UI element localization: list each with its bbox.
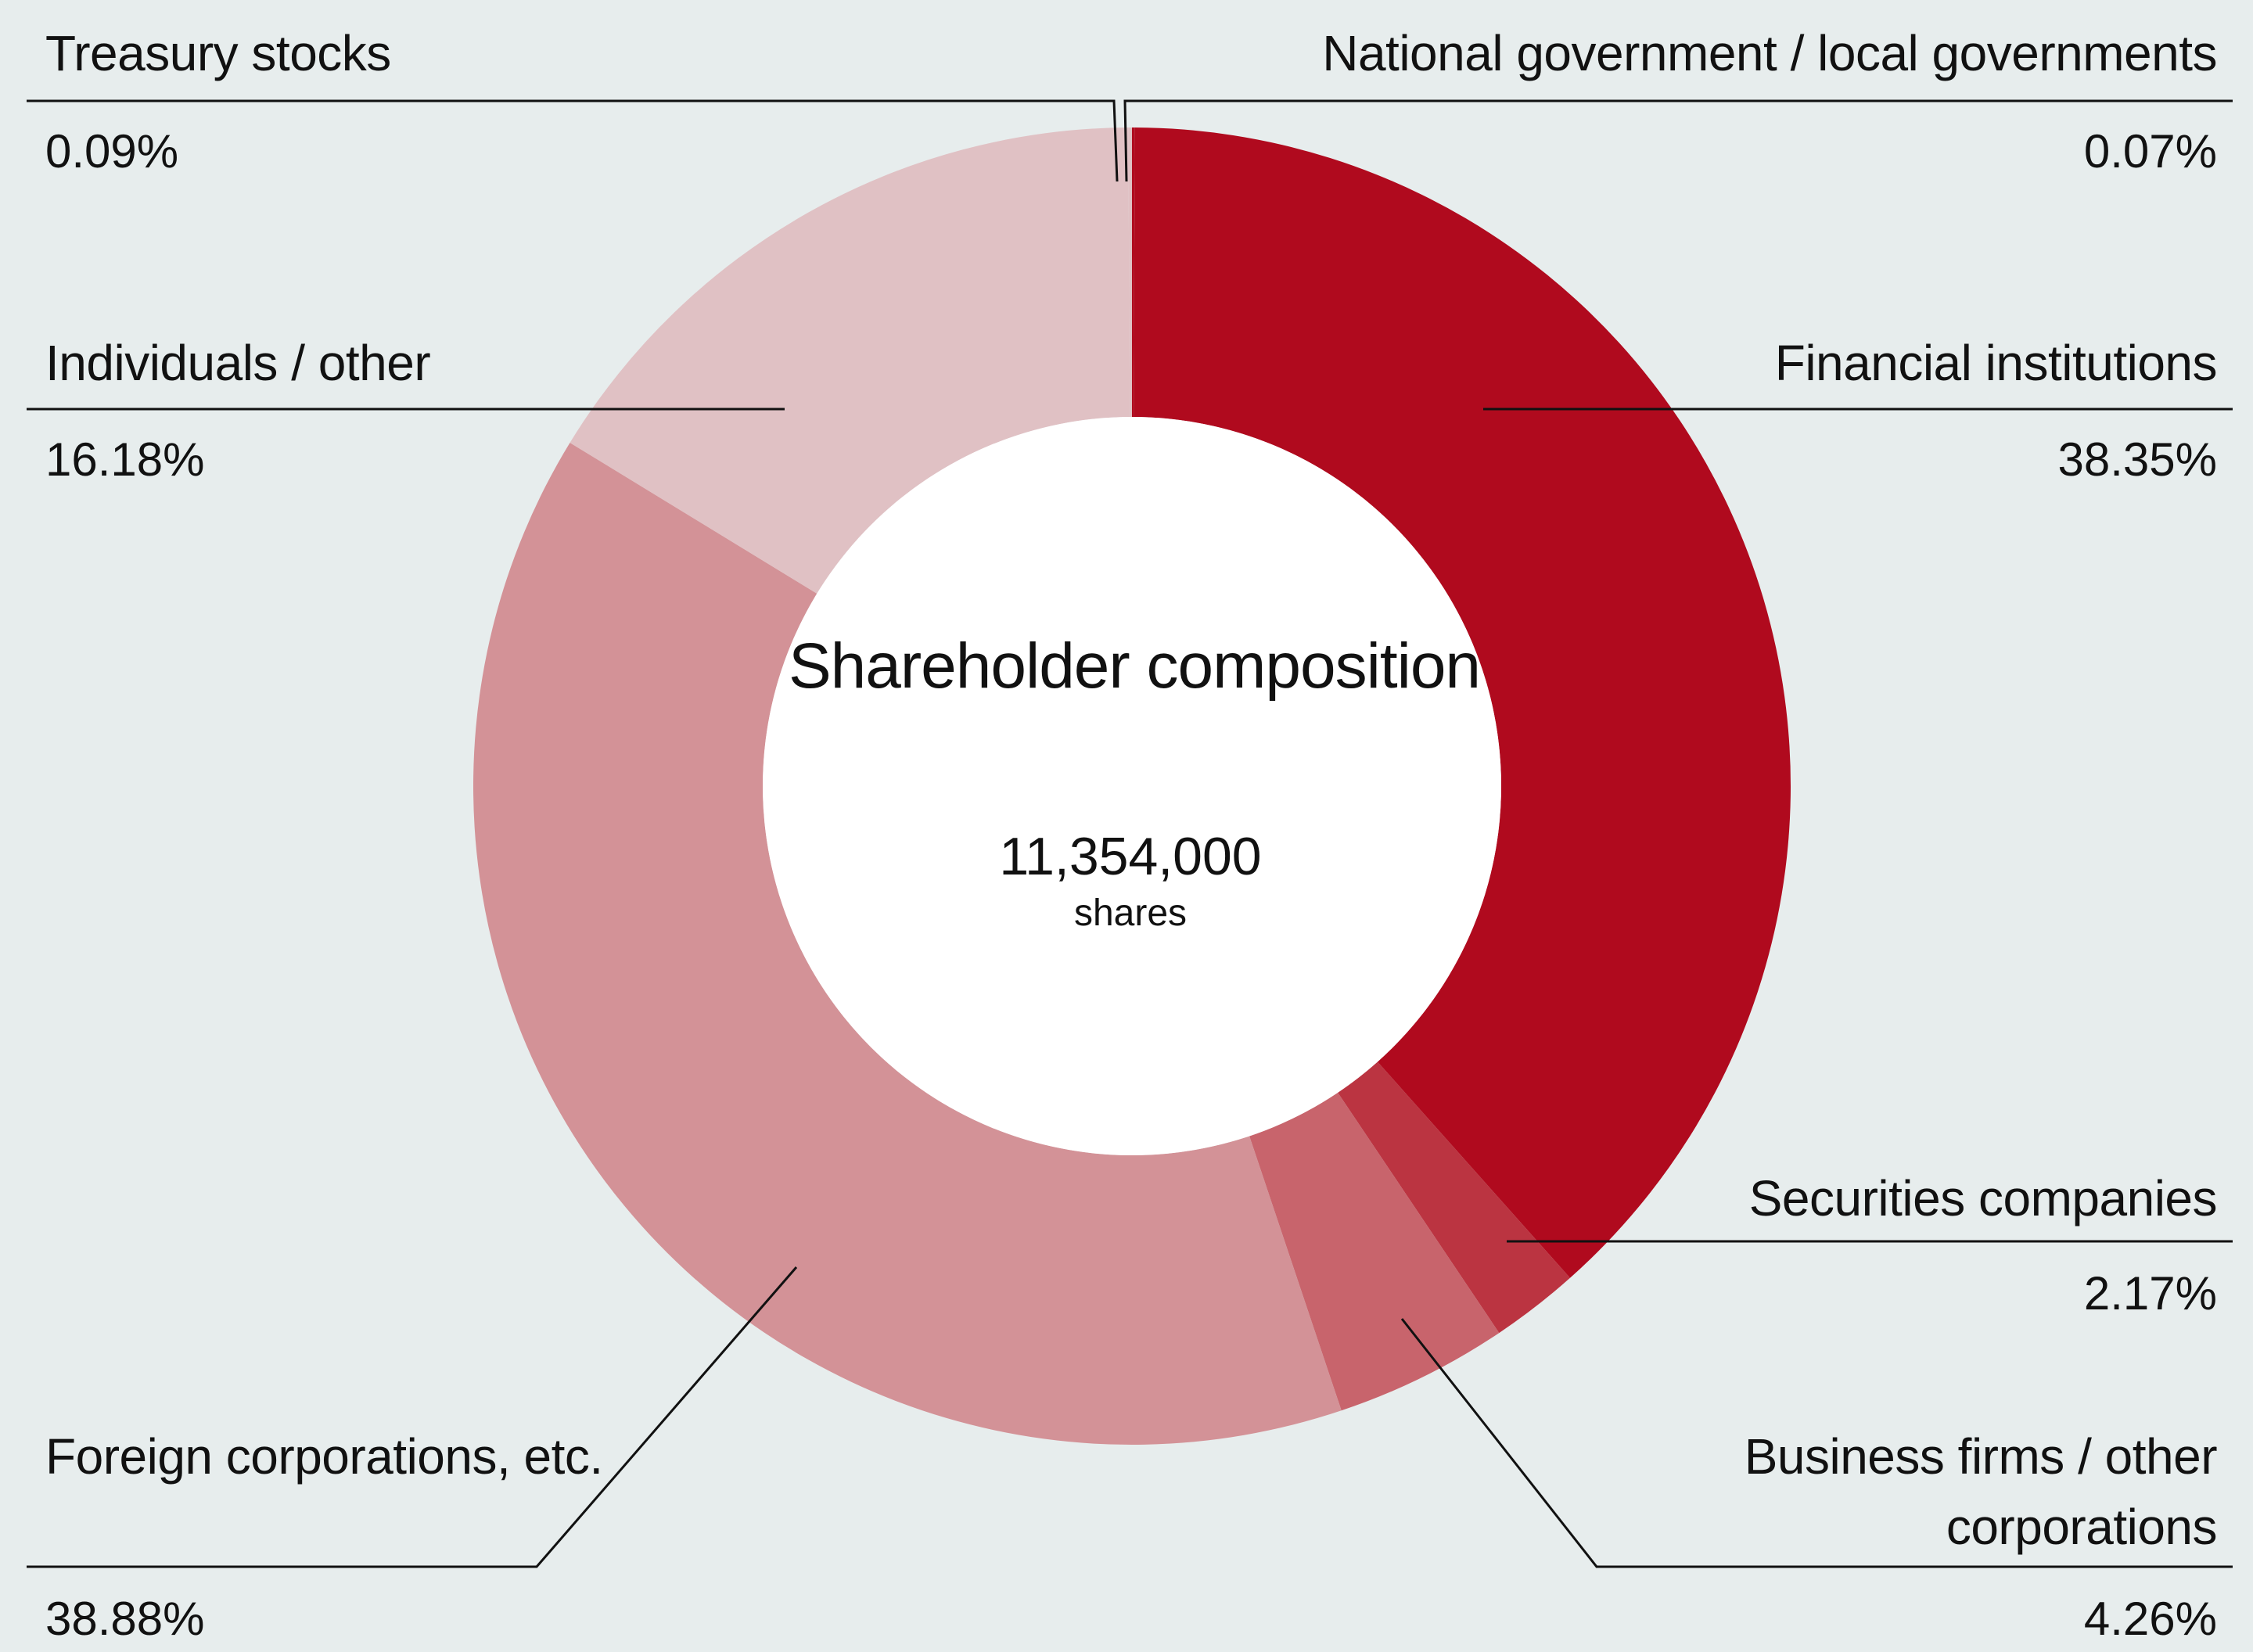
leader-line-government <box>1123 99 2233 182</box>
center-share-unit: shares <box>1073 892 1188 934</box>
label-business-firms: Business firms / other corporations <box>1744 1428 2218 1555</box>
leader-line-business <box>1400 1318 2233 1568</box>
label-foreign-corporations: Foreign corporations, etc. <box>45 1428 603 1485</box>
leader-line-foreign <box>27 1266 798 1568</box>
slice-foreign-corporations-etc <box>473 442 1342 1445</box>
leader-line-treasury <box>27 99 1119 182</box>
donut-hole <box>763 417 1501 1155</box>
label-securities-companies: Securities companies <box>1748 1170 2218 1226</box>
label-treasury-stocks: Treasury stocks <box>45 25 391 81</box>
leader-lines <box>27 99 2233 1568</box>
slice-business-firms-other-corporations <box>1249 1092 1500 1411</box>
label-individuals: Individuals / other <box>45 335 431 391</box>
slice-national-government-local-governments <box>1132 127 1135 418</box>
donut-slices <box>473 127 1791 1445</box>
value-national-government: 0.07% <box>2083 125 2217 178</box>
slice-securities-companies <box>1338 1061 1570 1334</box>
value-treasury-stocks: 0.09% <box>45 125 179 178</box>
value-financial-institutions: 38.35% <box>2057 433 2218 486</box>
slice-individuals-other <box>570 127 1130 594</box>
label-financial-institutions: Financial institutions <box>1774 335 2218 391</box>
value-foreign-corporations: 38.88% <box>45 1593 205 1645</box>
value-business-firms: 4.26% <box>2083 1593 2217 1645</box>
value-individuals: 16.18% <box>45 433 205 486</box>
center-title: Shareholder composition <box>788 630 1481 702</box>
value-securities-companies: 2.17% <box>2083 1267 2217 1320</box>
slice-treasury-stocks <box>1128 127 1132 418</box>
center-share-count: 11,354,000 <box>999 827 1262 886</box>
label-national-government: National government / local governments <box>1322 25 2217 81</box>
slice-financial-institutions <box>1134 127 1791 1278</box>
